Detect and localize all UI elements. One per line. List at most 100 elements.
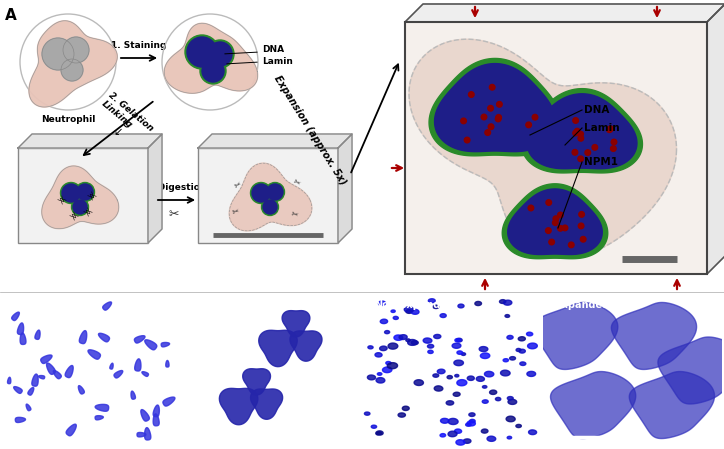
Polygon shape <box>411 341 418 345</box>
Polygon shape <box>500 299 506 304</box>
Circle shape <box>77 184 93 200</box>
Polygon shape <box>506 416 515 422</box>
Polygon shape <box>508 399 517 405</box>
Polygon shape <box>707 4 724 274</box>
Polygon shape <box>510 357 515 360</box>
Circle shape <box>546 200 552 205</box>
Polygon shape <box>469 413 475 416</box>
Polygon shape <box>145 340 157 350</box>
Polygon shape <box>440 418 449 423</box>
Polygon shape <box>452 343 461 348</box>
Polygon shape <box>148 134 162 243</box>
Polygon shape <box>550 372 636 439</box>
Text: A: A <box>5 8 17 23</box>
Text: Expansion (approx. 5x): Expansion (approx. 5x) <box>272 73 348 187</box>
Polygon shape <box>26 404 31 411</box>
Circle shape <box>578 136 584 141</box>
Polygon shape <box>467 421 476 426</box>
Polygon shape <box>17 323 24 335</box>
Polygon shape <box>153 405 159 417</box>
Circle shape <box>563 225 568 231</box>
Polygon shape <box>527 371 536 376</box>
Circle shape <box>252 184 270 202</box>
Polygon shape <box>135 359 141 371</box>
Polygon shape <box>367 375 376 380</box>
Text: Expanded: Expanded <box>555 300 609 310</box>
Polygon shape <box>448 431 457 437</box>
Circle shape <box>72 198 88 216</box>
Polygon shape <box>46 363 55 374</box>
Circle shape <box>75 182 95 202</box>
Polygon shape <box>88 350 101 359</box>
Text: ↙: ↙ <box>114 127 122 137</box>
Polygon shape <box>163 397 175 406</box>
Polygon shape <box>131 391 135 399</box>
Polygon shape <box>461 353 466 356</box>
Polygon shape <box>110 363 113 369</box>
Text: B: B <box>3 300 12 313</box>
Circle shape <box>261 198 279 216</box>
Circle shape <box>202 60 224 82</box>
Polygon shape <box>467 376 474 380</box>
Polygon shape <box>66 424 76 436</box>
Polygon shape <box>458 304 464 308</box>
Circle shape <box>607 126 613 132</box>
Polygon shape <box>508 189 602 255</box>
Circle shape <box>63 37 89 63</box>
Circle shape <box>488 124 494 129</box>
Polygon shape <box>455 429 462 433</box>
Polygon shape <box>428 350 433 353</box>
Circle shape <box>468 92 474 97</box>
Polygon shape <box>7 377 11 384</box>
Circle shape <box>528 205 534 211</box>
Text: 1. Staining: 1. Staining <box>111 41 167 50</box>
Polygon shape <box>54 370 62 379</box>
Polygon shape <box>80 330 87 343</box>
Circle shape <box>611 139 617 145</box>
Polygon shape <box>258 330 297 367</box>
FancyBboxPatch shape <box>405 22 707 274</box>
Circle shape <box>573 118 578 123</box>
Circle shape <box>61 59 83 81</box>
Circle shape <box>61 182 82 203</box>
Polygon shape <box>448 418 458 424</box>
Text: C: C <box>365 300 374 313</box>
Polygon shape <box>516 348 521 352</box>
Polygon shape <box>399 335 407 339</box>
Circle shape <box>585 150 591 155</box>
Polygon shape <box>457 351 463 354</box>
Polygon shape <box>142 372 148 376</box>
Polygon shape <box>386 361 391 365</box>
Circle shape <box>42 38 74 70</box>
Polygon shape <box>505 315 510 317</box>
Polygon shape <box>500 370 510 376</box>
Polygon shape <box>406 310 412 313</box>
Polygon shape <box>507 335 513 339</box>
Polygon shape <box>282 311 310 337</box>
Text: Lamin: Lamin <box>262 57 293 66</box>
Polygon shape <box>145 427 151 440</box>
Polygon shape <box>454 360 463 365</box>
Polygon shape <box>408 339 417 345</box>
Circle shape <box>187 37 217 67</box>
Polygon shape <box>455 339 460 342</box>
Polygon shape <box>42 166 119 229</box>
Circle shape <box>607 127 613 132</box>
Polygon shape <box>447 375 452 379</box>
Polygon shape <box>440 434 445 437</box>
Circle shape <box>185 35 219 69</box>
Text: Lamin: Lamin <box>584 123 620 133</box>
Polygon shape <box>463 439 471 443</box>
Polygon shape <box>406 339 411 342</box>
Text: Neutrophil: Neutrophil <box>41 115 95 124</box>
Polygon shape <box>378 301 386 305</box>
Circle shape <box>488 106 493 111</box>
Circle shape <box>578 211 584 217</box>
Text: 3. Digestion: 3. Digestion <box>146 183 206 192</box>
Polygon shape <box>384 330 390 334</box>
Polygon shape <box>455 374 459 377</box>
Circle shape <box>553 216 559 221</box>
Polygon shape <box>387 363 397 369</box>
Polygon shape <box>376 378 385 383</box>
Polygon shape <box>440 314 446 317</box>
